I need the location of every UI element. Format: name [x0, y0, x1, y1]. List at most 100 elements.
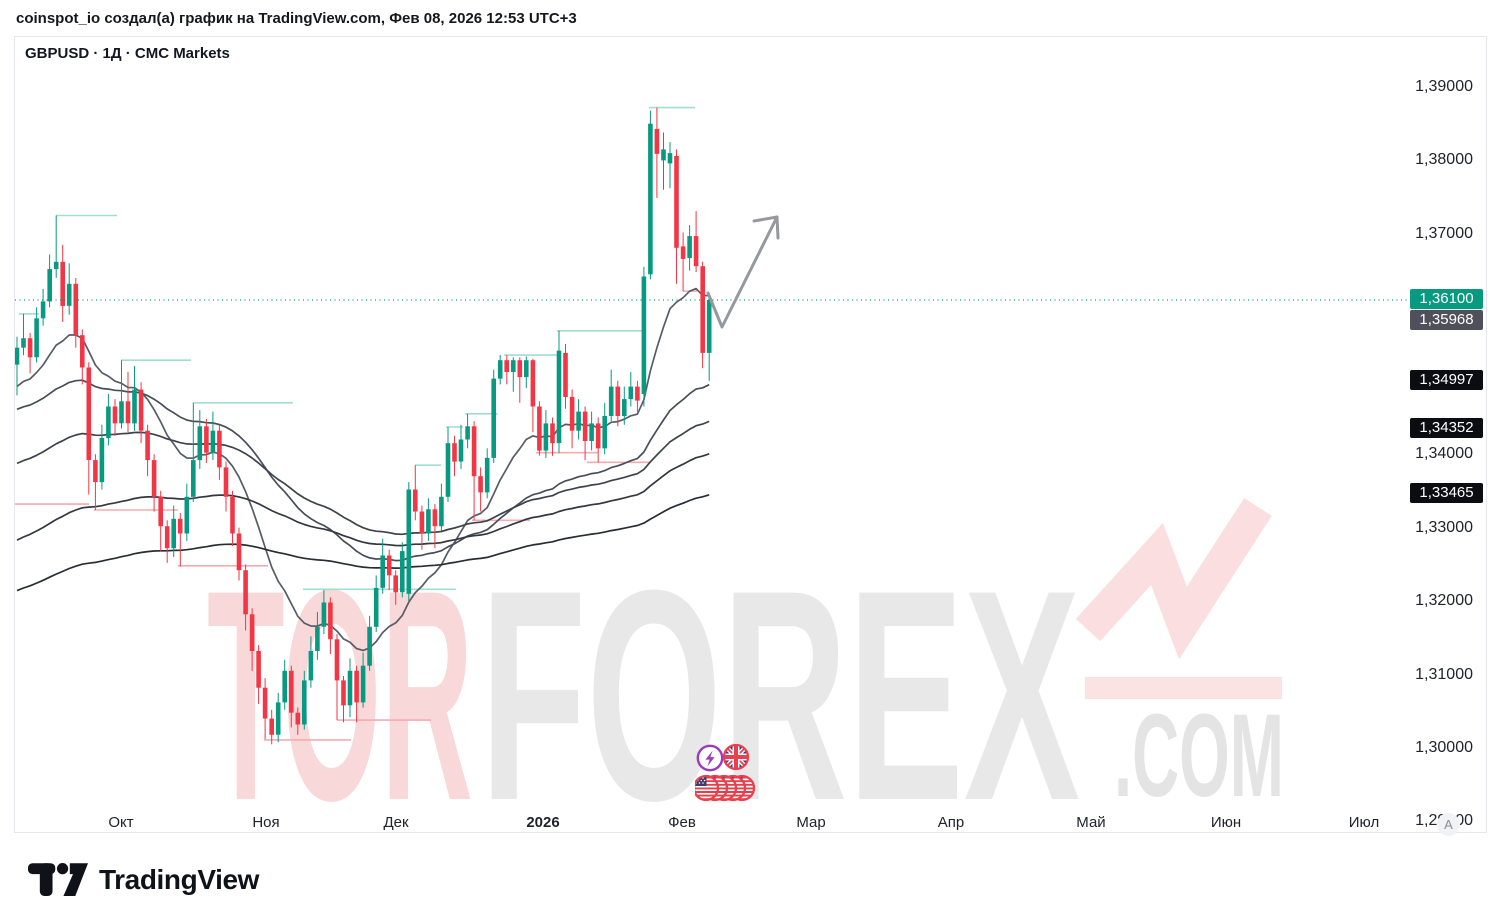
candle-body	[151, 460, 157, 497]
candle-body	[706, 300, 712, 353]
price-tick-label: 1,38000	[1415, 151, 1473, 169]
candle-body	[432, 509, 438, 527]
moving-average-line	[16, 420, 710, 536]
candle-body	[465, 426, 470, 440]
candle-body	[302, 680, 307, 725]
candle-body	[667, 153, 673, 164]
candle-body	[517, 360, 523, 378]
trend-arrow-head	[775, 215, 780, 240]
candle-body	[177, 518, 183, 534]
time-axis[interactable]: Окт Ноя Дек 2026 Фев Мар Апр Май Июн Июл	[15, 813, 1486, 833]
price-chart-canvas[interactable]: TOR FOREX .COM	[15, 37, 1488, 834]
candle-body	[334, 639, 340, 681]
candle-body	[243, 570, 248, 615]
candle-body	[93, 460, 98, 483]
candle-body	[693, 236, 699, 267]
moving-average-line	[16, 493, 710, 592]
price-tick-label: 1,34000	[1415, 445, 1473, 463]
candle-body	[641, 276, 647, 394]
candle-body	[654, 128, 660, 154]
trend-arrow-head	[752, 215, 779, 223]
candle-body	[458, 439, 464, 462]
time-axis-label: Май	[1076, 814, 1106, 831]
candle-body	[563, 352, 568, 397]
tradingview-logo[interactable]: TradingView	[28, 856, 259, 904]
candle-body	[164, 526, 170, 549]
candle-body	[576, 411, 581, 431]
candle-body	[145, 430, 150, 461]
candle-body	[504, 360, 509, 372]
candle-body	[687, 236, 692, 259]
candle-body	[445, 443, 451, 497]
candle-body	[373, 587, 379, 627]
candle-body	[256, 651, 261, 688]
candle-body	[223, 467, 229, 497]
candle-body	[354, 670, 359, 703]
candle-body	[34, 318, 39, 358]
candle-body	[400, 551, 405, 593]
trend-arrow-annotation[interactable]	[706, 215, 779, 329]
candle-body	[556, 350, 562, 444]
symbol-legend[interactable]: GBPUSD · 1Д · CMC Markets	[25, 45, 230, 62]
candle-body	[106, 406, 111, 439]
time-axis-label: Мар	[796, 814, 826, 831]
time-axis-label: Апр	[937, 814, 965, 831]
candle-body	[282, 670, 287, 703]
price-tick-label: 1,32000	[1415, 592, 1473, 610]
candle-body	[367, 626, 372, 666]
candle-body	[125, 401, 131, 424]
candle-body	[386, 555, 392, 576]
us-flag-icon-stack[interactable]	[695, 776, 754, 800]
candle-body	[191, 460, 196, 497]
candle-body	[628, 386, 634, 400]
candle-body	[524, 360, 529, 378]
candle-body	[615, 386, 621, 416]
candle-body	[21, 338, 26, 348]
candle-body	[550, 423, 555, 444]
candle-body	[328, 602, 333, 640]
candle-body	[347, 670, 353, 706]
candles-layer	[15, 107, 1409, 745]
time-axis-label: Июн	[1210, 814, 1242, 831]
candle-body	[197, 426, 203, 461]
candle-body	[40, 301, 46, 319]
watermark-text-forex: FOREX	[480, 527, 1081, 834]
candle-body	[419, 511, 425, 534]
candle-body	[648, 123, 653, 275]
price-tick-label: 1,33000	[1415, 518, 1473, 536]
candle-body	[204, 426, 209, 453]
time-axis-label: Ноя	[252, 814, 280, 831]
auto-scale-button[interactable]: A	[1437, 813, 1460, 836]
candle-body	[86, 367, 92, 460]
ma-price-badge-3: 1,34352	[1410, 417, 1483, 438]
candle-body	[47, 269, 52, 302]
event-markers[interactable]	[695, 742, 761, 806]
moving-average-line	[16, 452, 710, 547]
candle-body	[15, 347, 20, 365]
last-price-badge: 1,36100	[1410, 289, 1483, 310]
candle-body	[602, 416, 607, 449]
candle-body	[158, 496, 163, 527]
candle-body	[700, 266, 705, 353]
lightning-event-icon[interactable]	[696, 744, 724, 772]
price-tick-label: 1,30000	[1415, 738, 1473, 756]
price-axis[interactable]: 1,39000 1,38000 1,37000 1,34000 1,33000 1,320…	[15, 37, 1486, 832]
candle-body	[661, 149, 666, 161]
candle-body	[491, 378, 496, 458]
candle-body	[321, 602, 327, 627]
candle-body	[569, 396, 575, 431]
price-tick-label: 1,31000	[1415, 665, 1473, 683]
uk-flag-icon[interactable]	[722, 743, 750, 771]
candle-body	[73, 283, 79, 336]
candle-body	[66, 283, 72, 306]
candle-body	[249, 614, 255, 651]
candle-body	[138, 389, 144, 431]
candle-body	[60, 261, 65, 306]
ma-price-badge-1: 1,35968	[1410, 310, 1483, 331]
time-axis-label: Фев	[668, 814, 696, 831]
candle-body	[112, 406, 118, 424]
attribution-header: coinspot_io создал(а) график на TradingV…	[16, 10, 577, 27]
candle-body	[452, 443, 457, 462]
candle-body	[543, 423, 549, 451]
